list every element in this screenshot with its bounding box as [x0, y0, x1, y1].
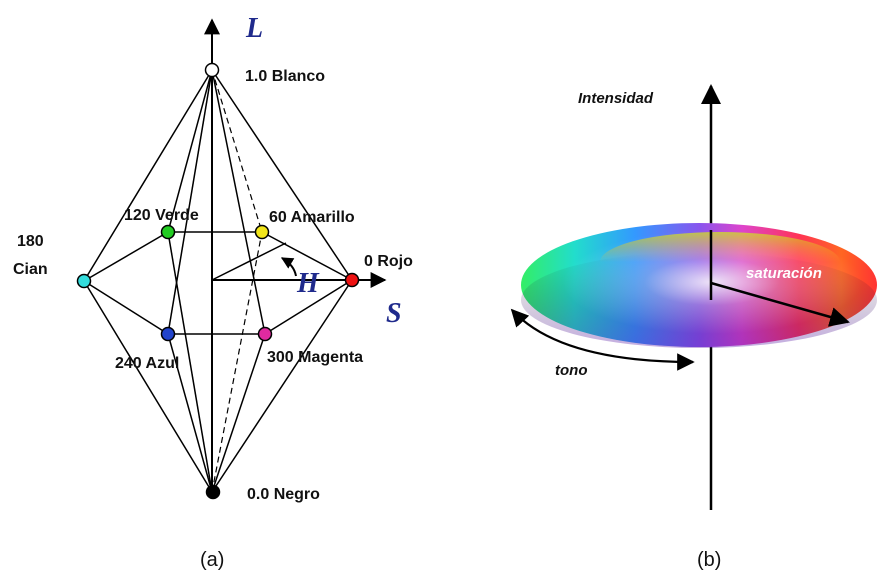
hidden-edges-dashdot — [167, 69, 213, 493]
hue-radius — [211, 242, 287, 281]
l-axis-letter: L — [245, 13, 263, 44]
white-label: 1.0 Blanco — [245, 68, 325, 85]
hue-disc — [521, 223, 877, 348]
hue-label: tono — [555, 362, 587, 379]
green-vertex-dot — [160, 224, 176, 240]
hue-arc-arrow — [280, 257, 297, 277]
magenta-label: 300 Magenta — [267, 349, 363, 366]
hidden-edges — [211, 69, 263, 493]
panel-b-caption: (b) — [697, 549, 721, 571]
s-axis-letter: S — [386, 298, 402, 329]
cyan-degree-label: 180 — [17, 233, 44, 250]
cyan-name-label: Cian — [13, 261, 48, 278]
red-label: 0 Rojo — [364, 253, 413, 270]
red-vertex-dot — [344, 272, 360, 288]
yellow-label: 60 Amarillo — [269, 209, 355, 226]
black-vertex-dot — [205, 484, 221, 500]
intensity-label: Intensidad — [578, 90, 654, 107]
blue-label: 240 Azul — [115, 355, 179, 372]
panel-a-caption: (a) — [200, 549, 224, 571]
hue-curved-arrow — [510, 308, 695, 371]
saturation-label: saturación — [746, 265, 822, 282]
panel-b-color-wheel: Intensidad saturación tono (b) — [510, 84, 877, 571]
saturation-arrow — [710, 281, 850, 327]
blue-vertex-dot — [160, 326, 176, 342]
white-vertex-dot — [204, 62, 220, 78]
magenta-vertex-dot — [257, 326, 273, 342]
panel-a-double-cone: L S H 1.0 Blanco 0.0 Negro 120 Verde 60 … — [13, 13, 413, 571]
h-angle-letter: H — [296, 268, 320, 299]
cyan-vertex-dot — [76, 273, 92, 289]
green-label: 120 Verde — [124, 207, 199, 224]
black-label: 0.0 Negro — [247, 486, 320, 503]
yellow-vertex-dot — [254, 224, 270, 240]
